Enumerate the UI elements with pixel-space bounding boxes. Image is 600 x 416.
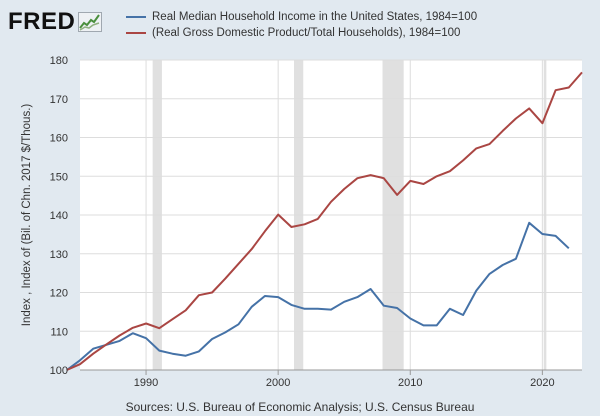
y-tick-label-4: 140 <box>50 210 68 222</box>
y-tick-label-2: 120 <box>50 288 68 300</box>
sources-note: Sources: U.S. Bureau of Economic Analysi… <box>125 400 475 414</box>
legend-label-gdp: (Real Gross Domestic Product/Total House… <box>152 27 461 39</box>
line-chart: 100 110 120 130 140 150 160 170 180 1990 2000 2010 2… <box>21 55 583 389</box>
legend-item-gdp[interactable]: (Real Gross Domestic Product/Total House… <box>126 25 477 41</box>
y-tick-label-6: 160 <box>50 133 68 145</box>
fred-logo-text: FRED <box>8 8 76 35</box>
y-tick-label-3: 130 <box>50 249 68 261</box>
y-tick-label-8: 180 <box>50 55 68 67</box>
data-series <box>66 71 583 371</box>
y-tick-label-5: 150 <box>50 171 68 183</box>
fred-logo[interactable]: FRED <box>8 8 103 36</box>
x-tick-label-1: 2000 <box>266 377 290 389</box>
legend-swatch-gdp <box>126 32 146 34</box>
series-line-1[interactable] <box>66 71 583 371</box>
axes: 100 110 120 130 140 150 160 170 180 1990 2000 2010 2… <box>50 55 582 389</box>
series-line-0[interactable] <box>66 221 570 371</box>
x-tick-label-0: 1990 <box>134 377 158 389</box>
legend-label-income: Real Median Household Income in the Unit… <box>152 11 478 23</box>
legend-swatch-income <box>126 16 146 18</box>
legend-item-income[interactable]: Real Median Household Income in the Unit… <box>126 9 477 25</box>
y-tick-label-7: 170 <box>50 94 68 106</box>
x-tick-label-2: 2010 <box>398 377 422 389</box>
y-tick-label-1: 110 <box>50 326 68 338</box>
y-tick-label-0: 100 <box>50 365 68 377</box>
x-tick-label-3: 2020 <box>530 377 554 389</box>
y-axis-label: Index , Index of (Bil. of Chn. 2017 $/Th… <box>21 104 33 327</box>
trend-chart-icon <box>78 12 103 32</box>
chart-legend: Real Median Household Income in the Unit… <box>126 9 477 41</box>
